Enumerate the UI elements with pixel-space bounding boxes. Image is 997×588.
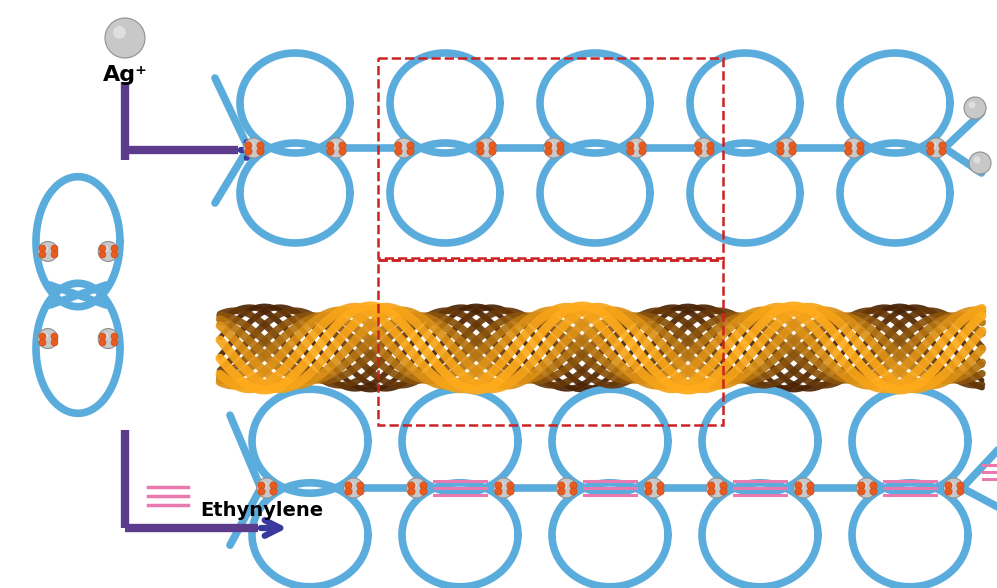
Circle shape	[626, 138, 646, 158]
Circle shape	[543, 138, 563, 158]
Circle shape	[547, 142, 554, 148]
Circle shape	[103, 245, 109, 252]
Circle shape	[647, 482, 654, 489]
Circle shape	[860, 482, 867, 489]
Circle shape	[42, 245, 48, 252]
Circle shape	[781, 142, 787, 148]
Circle shape	[38, 242, 58, 262]
Bar	[378, 58, 723, 258]
Circle shape	[477, 138, 497, 158]
Circle shape	[42, 333, 48, 339]
Circle shape	[856, 478, 876, 498]
Circle shape	[973, 156, 980, 163]
Circle shape	[256, 478, 276, 498]
Circle shape	[930, 142, 936, 148]
Circle shape	[243, 138, 264, 158]
Circle shape	[947, 482, 954, 489]
Circle shape	[560, 482, 567, 489]
Circle shape	[643, 478, 663, 498]
Circle shape	[99, 242, 119, 262]
Circle shape	[260, 482, 267, 489]
Circle shape	[630, 142, 637, 148]
Circle shape	[964, 97, 986, 119]
Circle shape	[943, 478, 963, 498]
Circle shape	[798, 482, 804, 489]
Circle shape	[556, 478, 576, 498]
Circle shape	[794, 478, 814, 498]
Circle shape	[777, 138, 797, 158]
Circle shape	[494, 478, 513, 498]
Circle shape	[247, 142, 254, 148]
Circle shape	[926, 138, 946, 158]
Circle shape	[698, 142, 704, 148]
Circle shape	[969, 152, 991, 174]
Circle shape	[407, 478, 427, 498]
Circle shape	[843, 138, 863, 158]
Circle shape	[707, 478, 727, 498]
Circle shape	[103, 333, 109, 339]
Circle shape	[105, 18, 145, 58]
Circle shape	[411, 482, 417, 489]
Circle shape	[330, 142, 337, 148]
Bar	[378, 260, 723, 425]
Circle shape	[348, 482, 354, 489]
Circle shape	[694, 138, 714, 158]
Circle shape	[711, 482, 717, 489]
Circle shape	[326, 138, 346, 158]
Circle shape	[113, 26, 126, 39]
Text: Ag⁺: Ag⁺	[103, 65, 148, 85]
Circle shape	[99, 329, 119, 349]
Circle shape	[38, 329, 58, 349]
Circle shape	[344, 478, 364, 498]
Circle shape	[398, 142, 404, 148]
Circle shape	[481, 142, 487, 148]
Circle shape	[968, 101, 975, 108]
Text: Ethynylene: Ethynylene	[200, 500, 323, 520]
Circle shape	[847, 142, 854, 148]
Circle shape	[394, 138, 414, 158]
Circle shape	[498, 482, 503, 489]
